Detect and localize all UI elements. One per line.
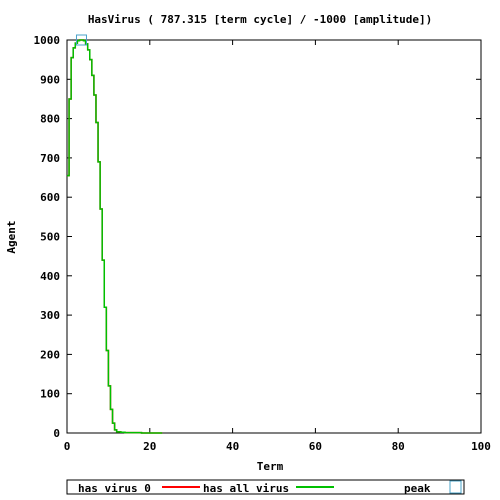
- legend-swatch-peak: [449, 480, 462, 494]
- y-tick-label: 500: [40, 231, 60, 244]
- y-tick-label: 400: [40, 270, 60, 283]
- y-axis-label: Agent: [5, 220, 18, 253]
- chart-title: HasVirus ( 787.315 [term cycle] / -1000 …: [88, 13, 432, 26]
- x-tick-label: 0: [64, 440, 71, 453]
- legend-label-peak: peak: [404, 482, 431, 495]
- y-tick-label: 800: [40, 113, 60, 126]
- legend-box: [66, 479, 465, 495]
- plot-area-border: [66, 39, 482, 434]
- has_virus_0-line: [67, 39, 163, 434]
- legend: has_virus_0 has_all_virus peak: [66, 479, 465, 495]
- legend-label-has_all_virus: has_all_virus: [203, 482, 289, 495]
- x-tick-label: 100: [471, 440, 491, 453]
- y-axis-ticks: 0 100 200 300 400 500 600 700 800 900 1000: [34, 34, 481, 440]
- y-tick-label: 0: [53, 427, 60, 440]
- legend-label-has_virus_0: has_virus_0: [78, 482, 151, 495]
- series-layer: [67, 34, 163, 434]
- y-tick-label: 200: [40, 348, 60, 361]
- x-tick-label: 60: [309, 440, 322, 453]
- y-tick-label: 300: [40, 309, 60, 322]
- x-tick-label: 20: [143, 440, 156, 453]
- y-tick-label: 700: [40, 152, 60, 165]
- peak-marker: [75, 34, 87, 46]
- has_all_virus-line: [67, 39, 163, 434]
- y-tick-label: 600: [40, 191, 60, 204]
- y-tick-label: 100: [40, 388, 60, 401]
- y-tick-label: 900: [40, 73, 60, 86]
- x-tick-label: 80: [392, 440, 405, 453]
- x-tick-label: 40: [226, 440, 239, 453]
- y-tick-label: 1000: [34, 34, 61, 47]
- x-axis-ticks: 0 20 40 60 80 100: [64, 40, 491, 453]
- x-axis-label: Term: [257, 460, 284, 473]
